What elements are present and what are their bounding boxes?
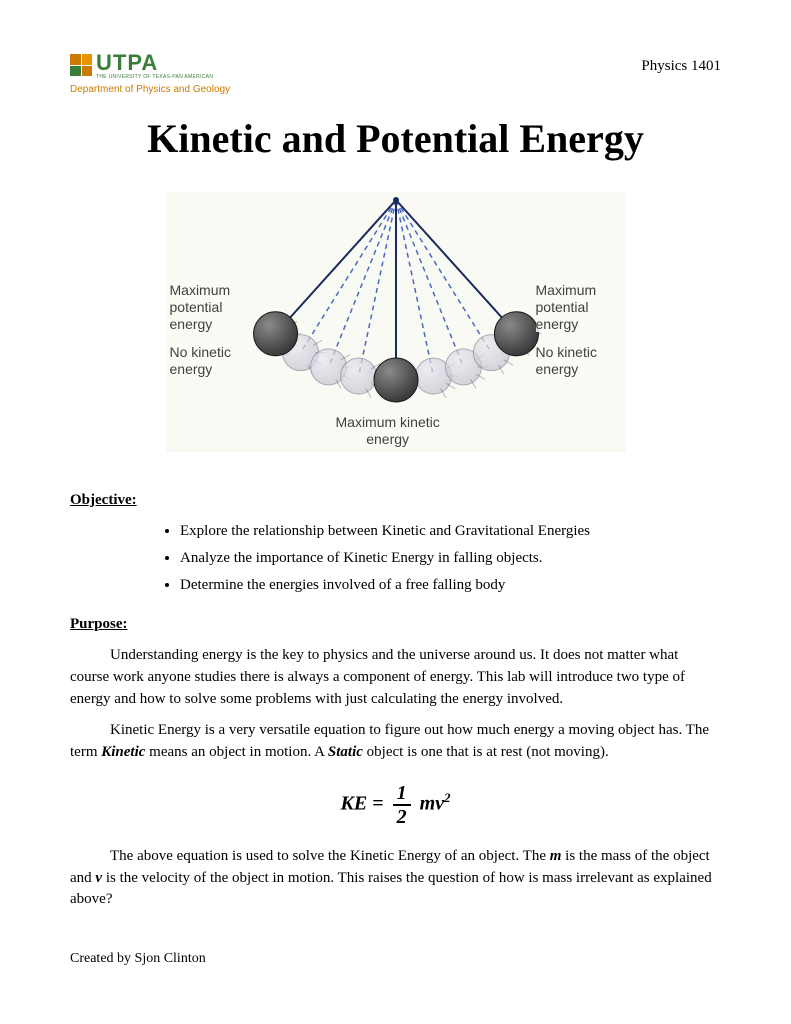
term-kinetic: Kinetic <box>101 744 145 760</box>
logo-subtext: THE UNIVERSITY OF TEXAS-PAN AMERICAN <box>96 74 213 80</box>
label-left-no-ke: No kineticenergy <box>170 344 231 378</box>
header-row: UTPA THE UNIVERSITY OF TEXAS-PAN AMERICA… <box>70 50 721 95</box>
utpa-logo: UTPA THE UNIVERSITY OF TEXAS-PAN AMERICA… <box>70 50 230 80</box>
purpose-paragraph-2: Kinetic Energy is a very versatile equat… <box>70 720 721 764</box>
label-right-no-ke: No kineticenergy <box>536 344 597 378</box>
eq-mv: mv <box>420 792 444 814</box>
label-bottom-max-ke: Maximum kineticenergy <box>336 414 440 448</box>
term-static: Static <box>328 744 363 760</box>
list-item: Analyze the importance of Kinetic Energy… <box>180 548 721 569</box>
document-page: UTPA THE UNIVERSITY OF TEXAS-PAN AMERICA… <box>0 0 791 1007</box>
pendulum-diagram-wrap: Maximumpotentialenergy No kineticenergy … <box>70 192 721 452</box>
eq-fraction: 1 2 <box>393 782 411 828</box>
page-title: Kinetic and Potential Energy <box>70 115 721 162</box>
term-m: m <box>550 848 562 864</box>
page-footer: Created by Sjon Clinton <box>70 951 721 967</box>
eq-equals: = <box>372 792 383 814</box>
list-item: Determine the energies involved of a fre… <box>180 575 721 596</box>
logo-icon <box>70 54 92 76</box>
text: means an object in motion. A <box>145 744 327 760</box>
purpose-paragraph-1: Understanding energy is the key to physi… <box>70 645 721 710</box>
ke-equation: KE = 1 2 mv2 <box>70 782 721 828</box>
course-label: Physics 1401 <box>641 58 721 75</box>
list-item: Explore the relationship between Kinetic… <box>180 521 721 542</box>
eq-sup: 2 <box>444 790 451 805</box>
objective-heading: Objective: <box>70 492 721 509</box>
text: is the velocity of the object in motion.… <box>70 870 712 908</box>
label-right-max-pe: Maximumpotentialenergy <box>536 282 597 332</box>
objective-list: Explore the relationship between Kinetic… <box>180 521 721 596</box>
pendulum-diagram: Maximumpotentialenergy No kineticenergy … <box>166 192 626 452</box>
logo-text: UTPA <box>96 50 213 76</box>
label-left-max-pe: Maximumpotentialenergy <box>170 282 231 332</box>
eq-lhs: KE <box>340 792 367 814</box>
text: The above equation is used to solve the … <box>110 848 550 864</box>
department-label: Department of Physics and Geology <box>70 84 230 95</box>
eq-num: 1 <box>393 782 411 806</box>
logo-block: UTPA THE UNIVERSITY OF TEXAS-PAN AMERICA… <box>70 50 230 95</box>
eq-den: 2 <box>393 806 411 828</box>
purpose-paragraph-3: The above equation is used to solve the … <box>70 846 721 911</box>
purpose-heading: Purpose: <box>70 616 721 633</box>
text: object is one that is at rest (not movin… <box>363 744 609 760</box>
